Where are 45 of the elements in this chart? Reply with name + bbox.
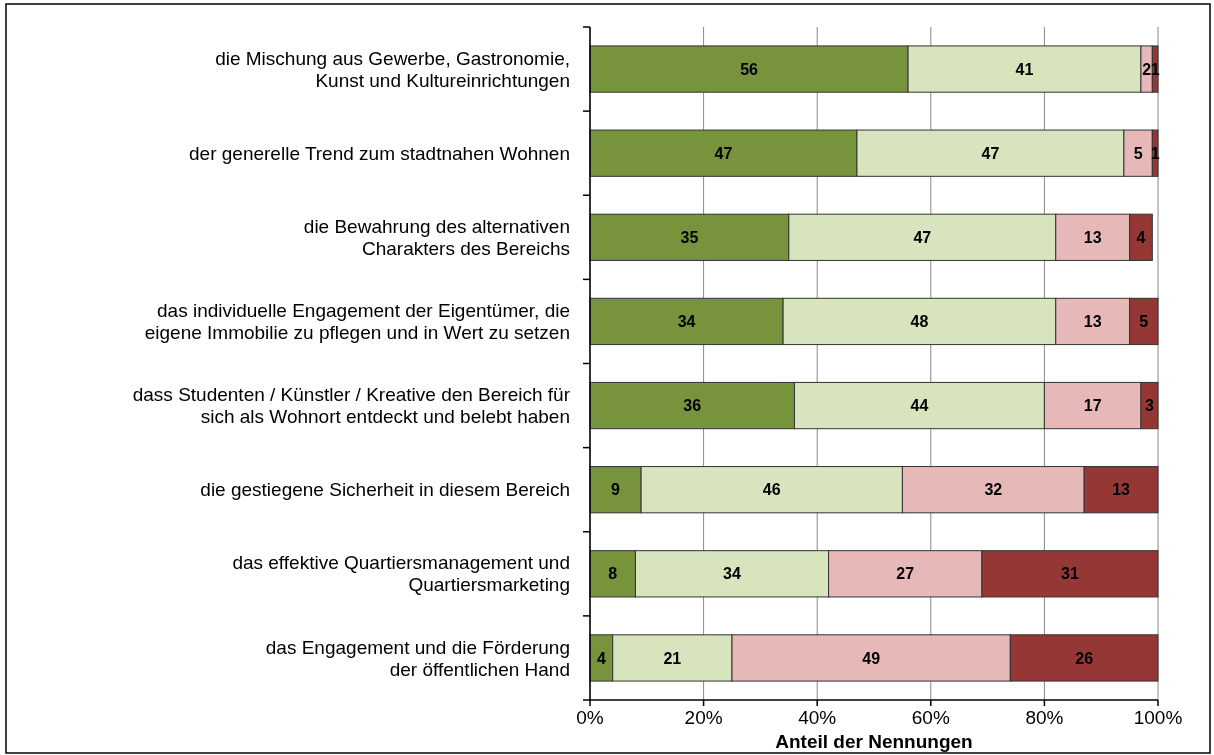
x-tick-label: 40%: [798, 707, 837, 728]
data-label: 8: [608, 565, 618, 583]
data-label: 3: [1145, 397, 1155, 415]
y-tick-label: das individuelle Engagement der Eigentümer, die eigene Immobilie zu pflegen und in Wert zu setzen: [144, 300, 570, 344]
y-tick-label: die Mischung aus Gewerbe, Gastronomie, Kunst und Kultureinrichtungen: [215, 47, 570, 91]
data-label: 5: [1139, 313, 1149, 331]
data-label: 36: [683, 397, 702, 415]
data-label: 4: [596, 649, 606, 667]
y-tick-label: das Engagement und die Förderung der öffentlichen Hand: [265, 636, 570, 680]
x-axis-title: Anteil der Nennungen: [775, 731, 973, 752]
y-tick-label: die gestiegene Sicherheit in diesem Bereich: [200, 479, 570, 501]
x-tick-label: 20%: [684, 707, 723, 728]
data-label: 13: [1083, 228, 1102, 246]
data-label: 34: [677, 313, 696, 331]
data-label: 44: [910, 397, 929, 415]
data-label: 49: [862, 649, 881, 667]
x-tick-label: 80%: [1025, 707, 1064, 728]
data-label: 17: [1083, 397, 1102, 415]
data-label: 4: [1136, 228, 1146, 246]
data-label: 9: [611, 481, 621, 499]
x-tick-label: 100%: [1133, 707, 1183, 728]
data-label: 26: [1075, 649, 1094, 667]
data-label: 35: [680, 228, 699, 246]
data-label: 46: [762, 481, 781, 499]
data-label: 47: [981, 144, 1000, 162]
data-label: 21: [663, 649, 682, 667]
y-tick-label: der generelle Trend zum stadtnahen Wohnen: [189, 142, 570, 164]
data-label: 34: [723, 565, 741, 583]
y-tick-label: das effektive Quartiersmanagement und Quartiersmarketing: [232, 552, 570, 596]
data-label: 13: [1112, 481, 1131, 499]
data-label: 5: [1133, 144, 1143, 162]
data-label: 47: [913, 228, 932, 246]
data-label: 13: [1083, 313, 1102, 331]
data-label: 41: [1015, 60, 1034, 78]
data-label: 31: [1061, 565, 1079, 583]
data-label: 56: [740, 60, 759, 78]
data-label: 48: [910, 313, 929, 331]
data-label: 47: [714, 144, 733, 162]
data-label: 2: [1142, 60, 1152, 78]
y-tick-label: die Bewahrung des alternativen Charakters des Bereichs: [303, 215, 570, 259]
x-tick-label: 60%: [911, 707, 950, 728]
y-tick-label: dass Studenten / Künstler / Kreative den Bereich für sich als Wohnort entdeckt und belebt haben: [132, 384, 571, 428]
data-label: 27: [896, 565, 915, 583]
data-label: 32: [984, 481, 1003, 499]
x-tick-label: 0%: [576, 707, 604, 728]
